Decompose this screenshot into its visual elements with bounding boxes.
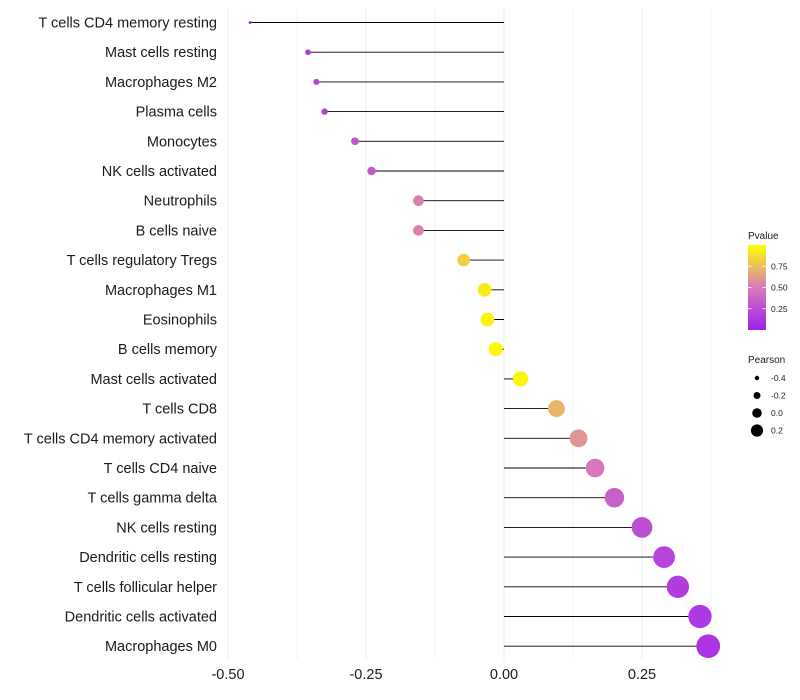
- lollipop-dot: [585, 458, 605, 478]
- category-label: Plasma cells: [136, 105, 217, 121]
- pvalue-legend-title: Pvalue: [748, 231, 779, 242]
- category-label: T cells regulatory Tregs: [67, 253, 217, 269]
- x-axis-ticks: -0.50 -0.25 0.00 0.25: [211, 667, 656, 683]
- x-tick-label: 0.25: [628, 667, 656, 683]
- lollipop-dot: [321, 108, 328, 115]
- grid-layer: [227, 8, 712, 660]
- lollipop-dot: [457, 253, 471, 267]
- lollipop-dot: [548, 400, 565, 418]
- lollipop-dot: [313, 78, 320, 85]
- pvalue-legend: Pvalue 0.25 0.50 0.75: [748, 231, 788, 330]
- category-label: Mast cells resting: [105, 45, 217, 61]
- category-labels: T cells CD4 memory resting Mast cells res…: [24, 16, 218, 656]
- size-legend-label: 0.2: [771, 426, 783, 436]
- x-tick-label: 0.00: [490, 667, 518, 683]
- size-legend-dot: [754, 375, 760, 381]
- category-label: T cells CD4 memory resting: [38, 16, 217, 32]
- category-label: Mast cells activated: [90, 372, 217, 388]
- pearson-legend: Pearson -0.4 -0.2 0.0 0.2: [748, 355, 786, 437]
- lollipop-dot: [604, 487, 625, 508]
- x-tick-label: -0.50: [211, 667, 244, 683]
- category-label: Macrophages M0: [105, 639, 217, 655]
- colorbar-tick-label: 0.25: [771, 304, 788, 314]
- lollipop-dot: [696, 634, 721, 659]
- lollipop-dot: [688, 604, 712, 629]
- lollipop-dot: [569, 429, 588, 448]
- stem-layer: [250, 22, 709, 647]
- colorbar-tick-label: 0.75: [771, 261, 788, 271]
- category-label: NK cells activated: [102, 164, 217, 180]
- category-label: B cells memory: [118, 342, 218, 358]
- size-legend-dot: [752, 408, 762, 418]
- pvalue-colorbar: [748, 245, 766, 330]
- category-label: B cells naive: [136, 223, 217, 239]
- category-label: T cells CD4 naive: [104, 461, 217, 477]
- dot-layer: [248, 21, 721, 659]
- category-label: T cells CD4 memory activated: [24, 431, 217, 447]
- category-label: Neutrophils: [144, 194, 217, 210]
- lollipop-dot: [653, 546, 675, 568]
- lollipop-dot: [351, 137, 359, 146]
- lollipop-dot: [666, 575, 690, 598]
- lollipop-dot: [512, 371, 529, 387]
- lollipop-dot: [488, 342, 503, 357]
- size-legend-dot: [753, 392, 761, 399]
- lollipop-dot: [367, 166, 376, 176]
- category-label: T cells CD8: [142, 402, 217, 418]
- lollipop-dot: [413, 195, 424, 207]
- pearson-legend-title: Pearson: [748, 355, 785, 366]
- lollipop-dot: [480, 312, 495, 327]
- category-label: Dendritic cells resting: [79, 550, 217, 566]
- size-legend-label: -0.4: [771, 373, 786, 383]
- category-label: NK cells resting: [116, 520, 217, 536]
- size-legend-dot: [750, 424, 764, 437]
- category-label: T cells follicular helper: [74, 580, 217, 596]
- category-label: Eosinophils: [143, 313, 217, 329]
- lollipop-dot: [413, 225, 424, 236]
- colorbar-tick-label: 0.50: [771, 283, 788, 293]
- lollipop-dot: [305, 49, 311, 56]
- pearson-legend-items: -0.4 -0.2 0.0 0.2: [750, 373, 786, 437]
- category-label: Macrophages M2: [105, 75, 217, 91]
- lollipop-dot: [248, 21, 252, 24]
- size-legend-label: 0.0: [771, 408, 783, 418]
- category-label: Macrophages M1: [105, 283, 217, 299]
- lollipop-dot: [477, 282, 492, 297]
- category-label: Monocytes: [147, 134, 217, 150]
- size-legend-label: -0.2: [771, 391, 786, 401]
- x-tick-label: -0.25: [349, 667, 382, 683]
- category-label: T cells gamma delta: [88, 491, 218, 507]
- category-label: Dendritic cells activated: [65, 610, 217, 626]
- pvalue-colorbar-ticks: 0.25 0.50 0.75: [748, 261, 788, 314]
- lollipop-dot: [631, 517, 653, 538]
